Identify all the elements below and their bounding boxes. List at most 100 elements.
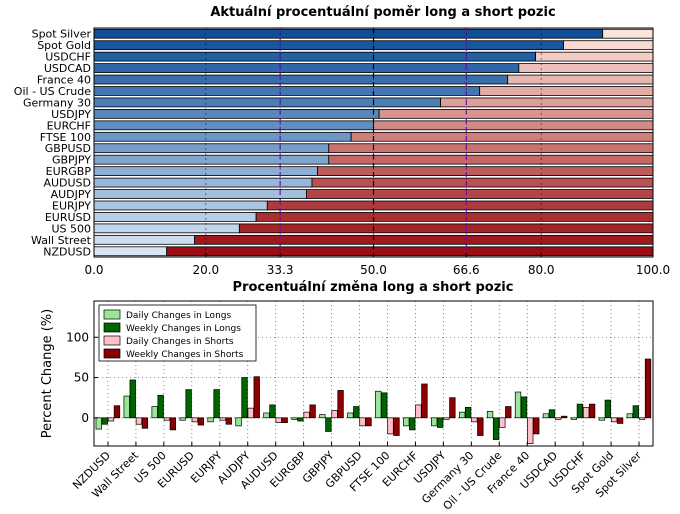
short-bar	[166, 246, 654, 257]
change-bar	[107, 417, 115, 422]
change-bar	[610, 417, 618, 423]
category-label: EURJPY	[52, 199, 91, 212]
change-bar	[207, 417, 214, 423]
chart-title-bottom: Procentuální změna long a short pozic	[233, 280, 514, 295]
change-bar	[263, 412, 270, 419]
change-bar	[561, 415, 568, 419]
change-bar	[471, 417, 478, 423]
change-bar	[375, 390, 382, 419]
short-bar	[328, 154, 654, 165]
long-bar	[93, 63, 520, 73]
short-bar	[479, 86, 654, 96]
change-bar	[179, 417, 186, 421]
long-bar	[93, 223, 240, 234]
change-bar	[123, 395, 130, 419]
long-bar	[93, 40, 564, 51]
long-bar	[93, 51, 537, 62]
change-bar	[101, 417, 108, 425]
change-bar	[163, 417, 171, 421]
long-bar	[93, 131, 352, 142]
change-bar	[359, 417, 366, 427]
change-bar	[191, 417, 198, 423]
x-tick-label: 50.0	[360, 263, 387, 277]
y-tick-label: 0	[81, 411, 89, 425]
legend-label: Weekly Changes in Shorts	[126, 350, 244, 360]
x-tick-label: 80.0	[528, 263, 555, 277]
short-bar	[535, 51, 654, 62]
category-label: Spot Gold	[37, 39, 91, 52]
change-bar	[347, 412, 354, 419]
long-bar	[93, 212, 257, 222]
change-bar	[319, 414, 326, 419]
short-bar	[350, 131, 654, 142]
change-bar	[275, 417, 282, 423]
change-bar	[241, 377, 248, 419]
change-bar	[381, 392, 388, 419]
x-tick-label: 20.0	[192, 263, 219, 277]
short-bar	[311, 177, 654, 188]
y-axis-label: Percent Change (%)	[40, 309, 55, 438]
change-bar	[309, 404, 316, 419]
change-bar	[325, 417, 332, 432]
change-bar	[225, 417, 232, 425]
legend-swatch	[103, 335, 121, 346]
long-bar	[93, 28, 604, 39]
short-bar	[255, 212, 654, 222]
change-bar	[443, 417, 450, 420]
short-bar	[306, 189, 654, 199]
change-bar	[213, 389, 220, 419]
category-label: Spot Silver	[32, 28, 92, 41]
short-bar	[373, 120, 654, 131]
change-bar	[492, 417, 500, 440]
change-bar	[197, 417, 204, 426]
category-label: Oil - US Crude	[14, 85, 91, 98]
short-bar	[563, 40, 654, 51]
short-bar	[238, 223, 654, 234]
long-bar	[93, 86, 481, 96]
change-bar	[632, 405, 639, 419]
short-bar	[328, 143, 654, 154]
x-tick-label: 33.3	[267, 263, 294, 277]
plot-frame	[93, 300, 654, 447]
change-bar	[409, 417, 416, 431]
change-bar	[505, 406, 512, 419]
change-bar	[449, 397, 456, 419]
x-tick-label: 100.0	[636, 263, 670, 277]
legend-swatch	[103, 322, 121, 333]
change-bar	[431, 417, 438, 427]
category-label: USDCHF	[45, 51, 91, 64]
category-label: GBPUSD	[45, 142, 91, 155]
category-label: NZDUSD	[43, 245, 91, 258]
long-bar	[93, 109, 380, 119]
change-bar	[598, 417, 606, 421]
change-bar	[235, 417, 242, 427]
change-bar	[169, 417, 177, 431]
category-label: Wall Street	[31, 234, 92, 247]
category-label: EURUSD	[45, 211, 91, 224]
change-bar	[458, 411, 466, 419]
change-bar	[113, 405, 121, 419]
change-bar	[393, 417, 400, 436]
short-bar	[440, 97, 654, 108]
change-bar	[588, 403, 596, 419]
change-bar	[331, 410, 338, 419]
long-bar	[93, 189, 307, 199]
change-bar	[464, 406, 472, 419]
category-label: Germany 30	[23, 96, 91, 109]
short-bar	[317, 166, 654, 176]
legend-swatch	[103, 348, 121, 359]
change-bar	[477, 417, 484, 436]
x-tick-label: 0.0	[84, 263, 103, 277]
change-bar	[527, 417, 534, 444]
change-bar	[303, 411, 310, 419]
x-tick-label: 66.6	[453, 263, 480, 277]
long-bar	[93, 200, 268, 211]
short-bar	[518, 63, 654, 73]
short-bar	[266, 200, 654, 211]
y-tick-label: 100	[66, 330, 89, 344]
change-bar	[542, 413, 550, 419]
change-bar	[151, 406, 158, 419]
change-bar	[616, 417, 624, 424]
change-bar	[185, 389, 192, 419]
